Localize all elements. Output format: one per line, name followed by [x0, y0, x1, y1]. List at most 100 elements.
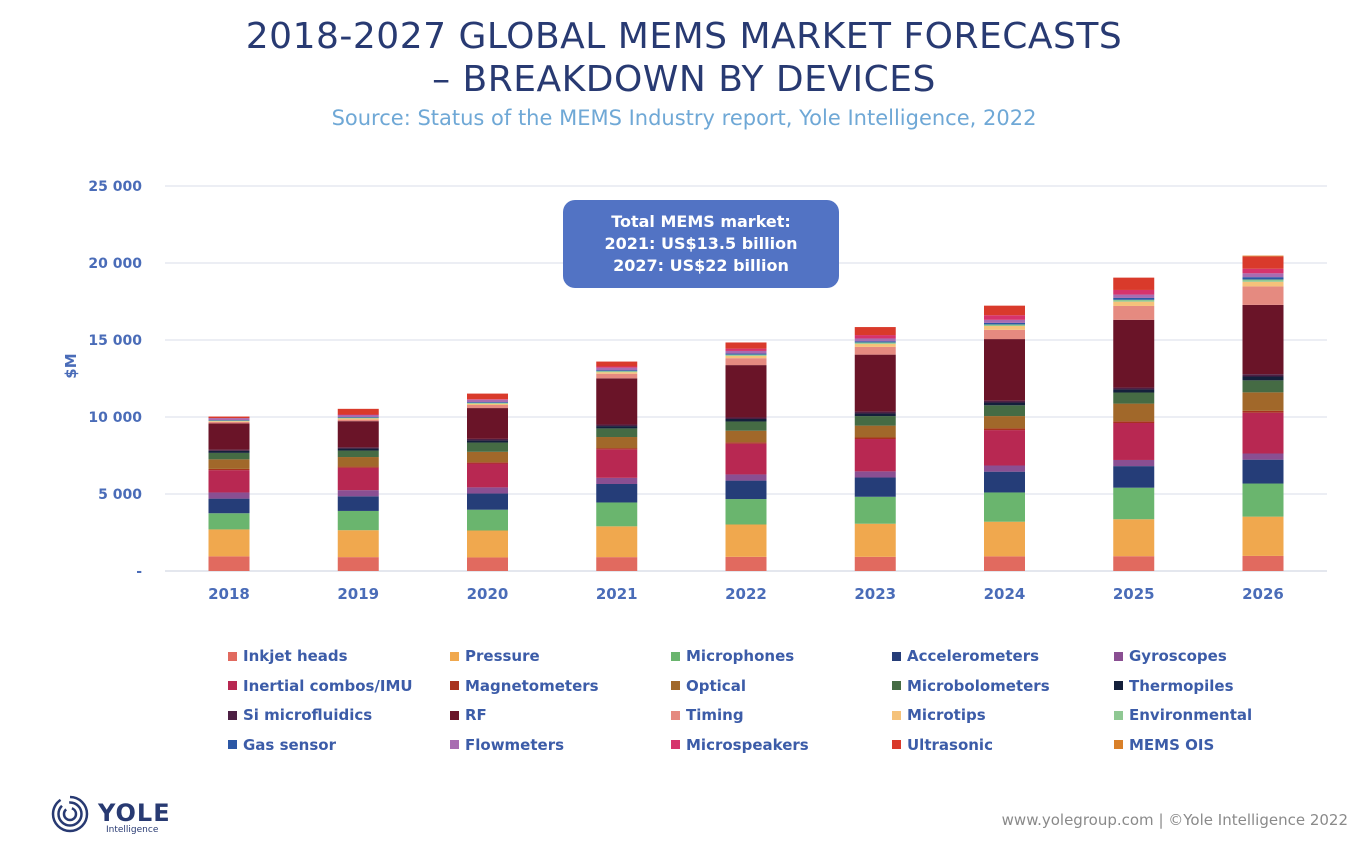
- legend-label: Microtips: [907, 706, 986, 724]
- legend-label: Gas sensor: [243, 735, 336, 754]
- legend-label: Thermopiles: [1129, 676, 1234, 695]
- bar-segment-microtips-2023: [854, 343, 896, 347]
- bar-segment-gas-sensor-2019: [337, 417, 379, 418]
- bar-segment-gyroscopes-2019: [337, 490, 379, 497]
- bar-segment-magnetometers-2023: [854, 437, 896, 440]
- legend-swatch: [892, 681, 901, 690]
- legend-item: Environmental: [1114, 704, 1252, 726]
- y-tick-label: 20 000: [88, 256, 142, 272]
- bar-segment-optical-2024: [984, 416, 1025, 429]
- bar-segment-gas-sensor-2020: [467, 402, 508, 403]
- legend-swatch: [1114, 651, 1123, 661]
- bar-segment-flowmeters-2021: [596, 367, 638, 371]
- bar-segment-timing-2022: [725, 358, 767, 366]
- legend-item: Timing: [671, 704, 744, 726]
- bar-segment-microphones-2026: [1242, 483, 1284, 517]
- legend-swatch: [1114, 681, 1123, 690]
- bar-segment-inkjet-heads-2021: [596, 557, 638, 571]
- bar-segment-timing-2026: [1242, 286, 1284, 305]
- bar-segment-inkjet-heads-2025: [1113, 556, 1155, 571]
- bar-segment-flowmeters-2019: [337, 414, 379, 417]
- x-tick-label: 2023: [854, 585, 896, 603]
- bar-segment-inertial-combos-imu-2018: [208, 470, 250, 493]
- legend-item: Optical: [671, 675, 746, 697]
- bar-segment-flowmeters-2026: [1242, 273, 1284, 278]
- callout-line1: Total MEMS market:: [611, 212, 791, 231]
- legend-item: Magnetometers: [450, 675, 599, 697]
- legend-label: Accelerometers: [907, 647, 1040, 665]
- bar-segment-rf-2023: [854, 354, 896, 412]
- bar-segment-ultrasonic-2024: [984, 305, 1025, 316]
- bar-segment-microtips-2018: [208, 421, 250, 422]
- bar-segment-microphones-2022: [725, 499, 767, 525]
- bar-segment-thermopiles-2026: [1242, 376, 1284, 381]
- x-tick-label: 2024: [984, 585, 1026, 603]
- bar-segment-environmental-2019: [337, 417, 379, 419]
- bar-segment-microbolometers-2025: [1113, 392, 1155, 404]
- bar-segment-inertial-combos-imu-2021: [596, 449, 638, 478]
- bar-segment-microtips-2024: [984, 325, 1025, 330]
- bar-segment-timing-2023: [854, 346, 896, 355]
- bar-segment-ultrasonic-2020: [467, 393, 508, 400]
- legend-label: Magnetometers: [465, 676, 599, 695]
- bar-segment-si-microfluidics-2025: [1113, 387, 1155, 390]
- bar-segment-ultrasonic-2021: [596, 361, 638, 367]
- bar-segment-thermopiles-2021: [596, 426, 638, 429]
- bar-segment-microphones-2025: [1113, 487, 1155, 520]
- bar-segment-rf-2021: [596, 378, 638, 425]
- legend-label: Inertial combos/IMU: [243, 676, 413, 695]
- bar-segment-microphones-2024: [984, 492, 1025, 522]
- y-tick-label: 25 000: [88, 179, 142, 195]
- bar-segment-environmental-2023: [854, 342, 896, 344]
- callout-line2: 2021: US$13.5 billion: [604, 234, 798, 253]
- y-tick-label: -: [136, 564, 142, 580]
- legend-item: Microtips: [892, 704, 986, 726]
- bar-segment-magnetometers-2021: [596, 448, 638, 450]
- bar-segment-microspeakers-2021: [596, 366, 638, 368]
- bar-segment-magnetometers-2026: [1242, 410, 1284, 413]
- legend-swatch: [671, 651, 680, 661]
- logo-wordmark: YOLE: [98, 799, 171, 827]
- bar-segment-microtips-2025: [1113, 301, 1155, 306]
- legend-swatch: [1114, 740, 1123, 749]
- callout-line3: 2027: US$22 billion: [613, 256, 789, 275]
- bar-segment-pressure-2018: [208, 529, 250, 557]
- legend-label: Inkjet heads: [243, 647, 348, 665]
- legend-swatch: [671, 740, 680, 749]
- bar-segment-gas-sensor-2021: [596, 370, 638, 372]
- bar-segment-ultrasonic-2022: [725, 342, 767, 349]
- bar-segment-thermopiles-2024: [984, 402, 1025, 406]
- bar-segment-si-microfluidics-2023: [854, 411, 896, 414]
- legend-swatch: [450, 651, 459, 661]
- bar-segment-pressure-2021: [596, 526, 638, 558]
- bar-segment-inkjet-heads-2019: [337, 557, 379, 571]
- chart-title-line1: 2018-2027 GLOBAL MEMS MARKET FORECASTS: [245, 16, 1123, 57]
- bar-segment-si-microfluidics-2020: [467, 438, 508, 441]
- bar-segment-microbolometers-2020: [467, 442, 508, 452]
- bar-segment-accelerometers-2022: [725, 480, 767, 500]
- legend-item: Microphones: [671, 645, 794, 667]
- bar-segment-microspeakers-2024: [984, 315, 1025, 320]
- bar-segment-accelerometers-2021: [596, 483, 638, 503]
- bar-segment-microbolometers-2023: [854, 416, 896, 426]
- legend-label: Optical: [686, 676, 746, 695]
- bar-segment-microspeakers-2023: [854, 335, 896, 339]
- bar-segment-gyroscopes-2025: [1113, 459, 1155, 467]
- bar-segment-environmental-2021: [596, 371, 638, 373]
- bar-segment-thermopiles-2020: [467, 440, 508, 443]
- x-tick-label: 2020: [467, 585, 509, 603]
- bar-segment-gas-sensor-2018: [208, 420, 250, 421]
- bar-segment-magnetometers-2025: [1113, 421, 1155, 424]
- bar-segment-microphones-2019: [337, 510, 379, 531]
- legend-swatch: [450, 740, 459, 749]
- x-tick-label: 2019: [337, 585, 379, 603]
- legend-label: Flowmeters: [465, 735, 565, 754]
- legend-swatch: [228, 681, 237, 690]
- bar-segment-microbolometers-2021: [596, 428, 638, 438]
- bar-segment-optical-2026: [1242, 392, 1284, 411]
- bar-segment-ultrasonic-2025: [1113, 277, 1155, 290]
- bar-segment-ultrasonic-2018: [208, 416, 250, 419]
- bar-segment-microtips-2020: [467, 403, 508, 405]
- legend-label: Microspeakers: [686, 735, 809, 754]
- bar-segment-microspeakers-2020: [467, 399, 508, 400]
